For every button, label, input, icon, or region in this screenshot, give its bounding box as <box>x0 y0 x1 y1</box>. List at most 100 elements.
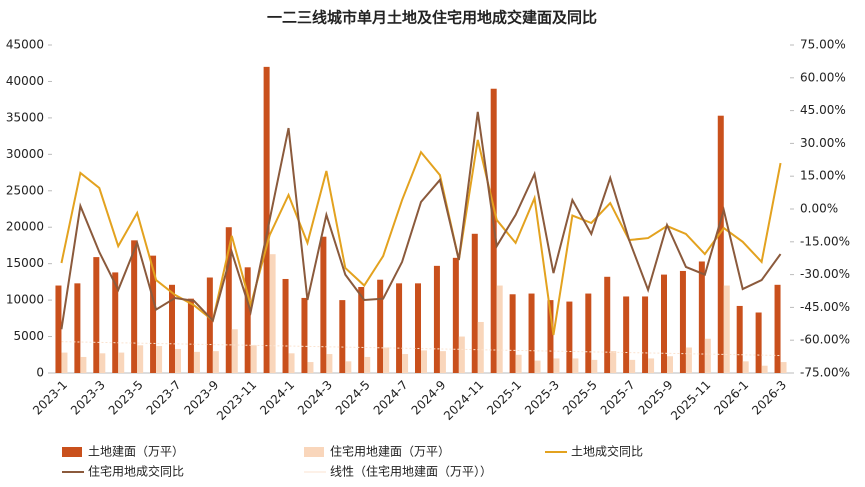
bar <box>118 352 125 373</box>
x-tick-label: 2023-3 <box>68 378 108 418</box>
x-tick-label: 2025-11 <box>668 378 713 423</box>
bar <box>156 346 163 373</box>
x-tick-label: 2025-1 <box>484 378 524 418</box>
y2-tick-label: -30.00% <box>800 267 850 281</box>
bar <box>320 236 327 373</box>
x-tick-label: 2026-3 <box>749 378 789 418</box>
bar <box>187 298 194 373</box>
legend-swatch <box>304 447 324 457</box>
bar <box>169 284 175 373</box>
legend-label: 土地成交同比 <box>571 444 643 459</box>
bar <box>212 351 219 373</box>
y-tick-label: 45000 <box>6 38 44 52</box>
x-tick-label: 2025-5 <box>560 378 600 418</box>
bar <box>704 338 711 373</box>
bar <box>288 353 295 373</box>
y-tick-label: 35000 <box>6 110 44 124</box>
y-tick-label: 30000 <box>6 147 44 161</box>
x-tick-label: 2025-3 <box>522 378 562 418</box>
bar <box>61 352 68 373</box>
x-tick-label: 2024-1 <box>257 378 297 418</box>
y2-tick-label: 60.00% <box>800 70 846 84</box>
bar <box>244 267 251 373</box>
bar <box>231 329 238 373</box>
y-tick-label: 10000 <box>6 293 44 307</box>
bar <box>421 350 427 373</box>
bar <box>415 283 421 373</box>
bar <box>528 293 535 373</box>
bar <box>250 345 257 373</box>
bar <box>358 286 365 373</box>
bar <box>566 301 573 373</box>
y-tick-label: 20000 <box>6 220 44 234</box>
y2-tick-label: 15.00% <box>800 169 846 183</box>
legend-swatch <box>62 447 82 457</box>
bar <box>282 278 289 373</box>
legend-label: 住宅用地成交同比 <box>88 464 184 479</box>
bar <box>780 362 787 373</box>
bar <box>80 356 87 373</box>
x-tick-label: 2023-11 <box>214 378 259 423</box>
legend-label: 线性（住宅用地建面（万平）） <box>330 464 492 479</box>
y2-tick-label: 45.00% <box>800 103 846 117</box>
bar <box>377 279 384 373</box>
bar <box>667 356 673 373</box>
bar <box>742 361 749 373</box>
bar <box>623 296 630 373</box>
bar <box>604 276 611 373</box>
bar <box>55 285 62 373</box>
y2-tick-label: -15.00% <box>800 234 850 248</box>
bar <box>761 365 768 373</box>
y-tick-label: 5000 <box>13 329 44 343</box>
bar <box>452 257 459 373</box>
bar <box>585 293 592 373</box>
bar <box>723 285 730 373</box>
x-tick-label: 2024-5 <box>333 378 373 418</box>
x-tick-label: 2025-7 <box>598 378 638 418</box>
y-tick-label: 15000 <box>6 256 44 270</box>
bar <box>661 274 667 373</box>
x-tick-label: 2024-11 <box>441 378 486 423</box>
x-tick-label: 2024-7 <box>371 378 411 418</box>
bar <box>629 359 636 373</box>
bar <box>175 348 181 373</box>
bar <box>396 283 403 373</box>
x-tick-label: 2024-3 <box>295 378 335 418</box>
y2-tick-label: 0.00% <box>800 202 838 216</box>
bar <box>383 347 390 373</box>
bar <box>648 358 655 373</box>
x-tick-label: 2026-1 <box>711 378 751 418</box>
bar <box>206 277 213 373</box>
bar <box>685 347 692 373</box>
bar <box>477 321 484 373</box>
y2-tick-label: 75.00% <box>800 38 846 52</box>
bar <box>99 353 106 373</box>
legend-label: 住宅用地建面（万平） <box>330 444 450 459</box>
bar <box>509 294 516 373</box>
bar <box>263 66 270 373</box>
line-series <box>60 111 782 330</box>
bar <box>193 351 200 373</box>
bar <box>225 227 232 373</box>
bar <box>496 285 503 373</box>
bar <box>112 272 119 373</box>
bar <box>717 115 724 374</box>
bar <box>755 312 762 373</box>
y2-tick-label: -75.00% <box>800 366 850 380</box>
bar <box>679 270 686 373</box>
bar <box>433 265 440 373</box>
chart-title: 一二三线城市单月土地及住宅用地成交建面及同比 <box>267 9 597 27</box>
x-tick-label: 2023-5 <box>106 378 146 418</box>
bar <box>534 360 541 373</box>
y-tick-label: 0 <box>36 366 44 380</box>
bar <box>515 354 522 373</box>
y2-tick-label: -60.00% <box>800 333 850 347</box>
bar <box>458 336 465 373</box>
y2-tick-label: -45.00% <box>800 300 850 314</box>
bar <box>345 361 352 373</box>
bar <box>339 300 346 373</box>
x-tick-label: 2023-7 <box>144 378 184 418</box>
bar <box>131 240 138 373</box>
x-tick-label: 2023-1 <box>30 378 70 418</box>
bar <box>471 233 478 373</box>
